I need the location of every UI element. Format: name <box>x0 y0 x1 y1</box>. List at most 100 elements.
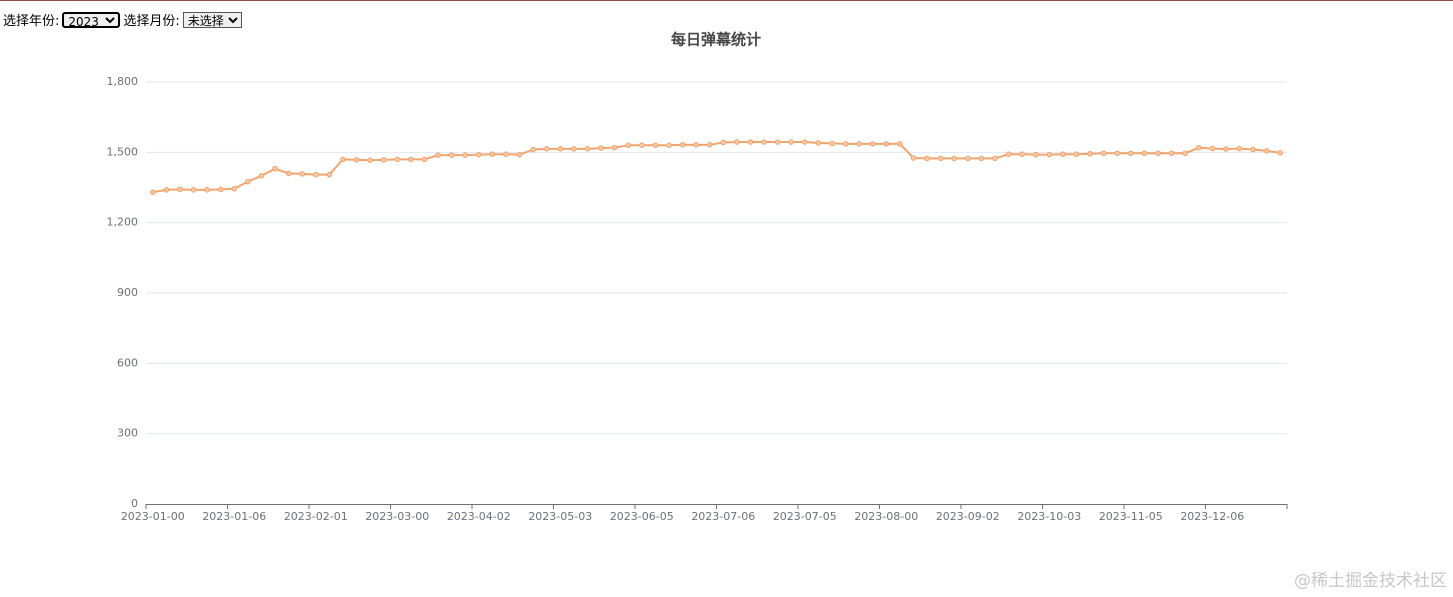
point <box>815 140 822 146</box>
point <box>245 178 251 185</box>
point <box>1223 146 1229 152</box>
point <box>1209 145 1216 152</box>
line <box>152 141 1281 194</box>
point <box>462 152 469 158</box>
point <box>883 141 890 147</box>
month-select[interactable]: 未选择 <box>182 11 242 28</box>
y-tick-label: 1,500 <box>107 145 139 158</box>
x-tick-label: 2023-03-00 <box>365 510 429 523</box>
point <box>693 142 699 148</box>
point <box>1263 148 1270 154</box>
point <box>163 187 170 193</box>
point <box>272 165 278 172</box>
point <box>1141 150 1148 157</box>
point <box>326 171 333 178</box>
point <box>666 142 672 149</box>
point <box>231 185 238 192</box>
watermark: @稀土掘金技术社区 <box>1294 571 1447 591</box>
point <box>217 186 224 193</box>
point <box>503 151 509 158</box>
year-label: 选择年份: <box>3 14 60 29</box>
point <box>1100 150 1107 157</box>
point <box>557 146 564 152</box>
x-tick-label: 2023-04-02 <box>447 510 511 523</box>
point <box>706 142 713 148</box>
point <box>761 139 767 145</box>
point <box>190 187 197 193</box>
y-tick-label: 1,800 <box>107 75 139 88</box>
point <box>788 139 795 145</box>
y-tick-label: 900 <box>117 286 138 299</box>
y-tick-label: 1,200 <box>107 216 139 229</box>
point <box>285 170 292 177</box>
point <box>1114 150 1121 157</box>
year-select[interactable]: 2023 <box>62 11 121 28</box>
y-tick-label: 600 <box>117 356 138 369</box>
point <box>1127 150 1134 157</box>
x-tick-label: 2023-07-05 <box>773 510 837 523</box>
point <box>869 141 876 147</box>
y-tick-label: 0 <box>131 497 138 510</box>
point <box>312 171 319 178</box>
point <box>910 155 917 161</box>
point <box>652 142 659 149</box>
point <box>734 139 740 145</box>
point <box>435 152 441 158</box>
point <box>1005 151 1012 158</box>
point <box>516 151 523 158</box>
point <box>1182 150 1188 157</box>
point <box>1155 150 1161 157</box>
x-tick-label: 2023-02-01 <box>284 510 348 523</box>
point <box>1168 150 1175 157</box>
point <box>720 139 727 146</box>
chart-title: 每日弹幕统计 <box>671 31 761 49</box>
x-tick-label: 2023-10-03 <box>1017 510 1081 523</box>
point <box>571 146 577 152</box>
point <box>584 146 591 152</box>
month-label: 选择月份: <box>123 14 180 29</box>
x-tick-label: 2023-01-00 <box>121 510 185 523</box>
point <box>489 151 496 158</box>
point <box>258 172 265 179</box>
point <box>299 171 306 177</box>
point <box>380 157 387 163</box>
point <box>625 142 632 149</box>
point <box>951 155 958 162</box>
point <box>543 146 550 152</box>
point <box>1073 151 1080 158</box>
point <box>829 140 835 147</box>
point <box>408 156 414 163</box>
point <box>1250 146 1256 153</box>
controls: 选择年份: 2023 选择月份: 未选择 <box>3 10 242 29</box>
point <box>475 151 482 158</box>
point <box>1195 144 1202 151</box>
point <box>340 156 346 163</box>
point <box>353 157 360 163</box>
y-tick-label: 300 <box>117 427 138 440</box>
point <box>367 157 373 164</box>
point <box>1236 145 1243 152</box>
point <box>394 156 401 163</box>
x-tick-label: 2023-11-05 <box>1099 510 1163 523</box>
point <box>638 142 645 149</box>
point <box>1277 150 1284 156</box>
point <box>1019 151 1025 158</box>
point <box>1087 150 1093 157</box>
point <box>801 139 808 145</box>
point <box>747 139 754 145</box>
x-tick-label: 2023-07-06 <box>691 510 755 523</box>
x-tick-label: 2023-05-03 <box>528 510 592 523</box>
point <box>978 155 985 162</box>
point <box>679 142 686 148</box>
point <box>842 141 849 147</box>
point <box>204 187 210 193</box>
point <box>421 156 428 163</box>
point <box>149 189 156 195</box>
point <box>1032 151 1039 158</box>
point <box>964 155 971 162</box>
point <box>611 144 618 151</box>
point <box>897 141 903 147</box>
point <box>856 141 862 147</box>
